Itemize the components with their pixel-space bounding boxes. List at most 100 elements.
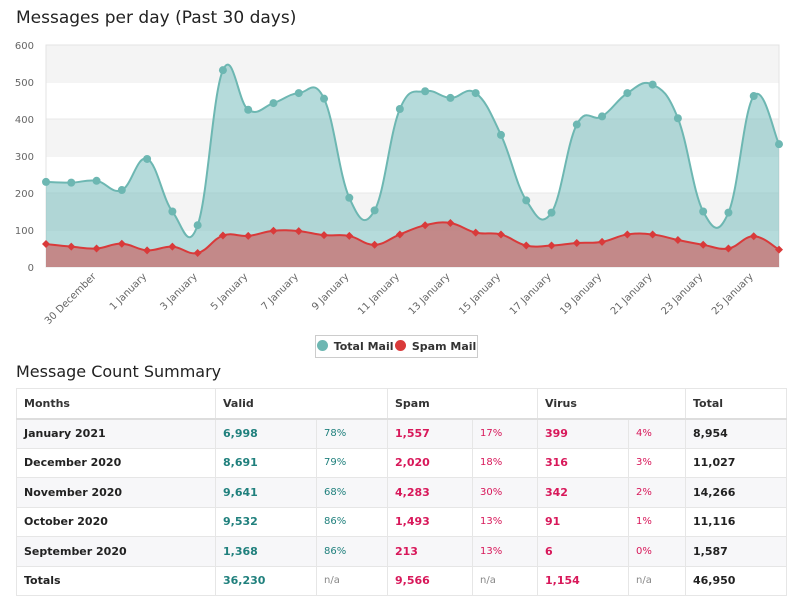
x-tick-label: 1 January [108,271,149,312]
total-count: 1,587 [685,536,787,567]
virus-percent: n/a [628,565,686,596]
virus-percent: 1% [628,506,686,537]
legend-spam-mail[interactable]: Spam Mail [394,340,476,353]
spam-mail-point [572,238,581,247]
spam-mail-point [193,248,202,257]
x-tick-label: 9 January [310,271,351,312]
spam-percent: 30% [472,477,538,508]
total-mail-point [623,89,632,98]
valid-count: 8,691 [215,447,317,478]
x-tick-label: 25 January [710,271,756,317]
x-tick-label: 17 January [508,271,554,317]
header-total: Total [685,388,787,420]
table-row: Totals 36,230 n/a 9,566 n/a 1,154 n/a 46,950 [16,565,787,596]
total-mail-point [547,208,556,217]
summary-title: Message Count Summary [16,362,222,381]
y-tick-label: 400 [15,115,34,126]
total-mail-point [724,208,733,217]
total-mail-dot-icon [316,340,328,351]
valid-percent: n/a [316,565,388,596]
total-mail-point [522,196,531,205]
grid-band [46,45,779,82]
spam-mail-point [547,241,556,250]
month-cell: January 2021 [16,418,216,449]
x-tick-label: 3 January [158,271,199,312]
spam-percent: 13% [472,536,538,567]
valid-percent: 86% [316,506,388,537]
spam-mail-point [598,237,607,246]
y-tick-label: 300 [15,152,34,163]
x-tick-label: 30 December [43,271,99,327]
legend-total-mail[interactable]: Total Mail [316,340,394,353]
total-count: 46,950 [685,565,787,596]
month-cell: October 2020 [16,506,216,537]
total-mail-point [67,178,76,187]
total-mail-point [421,87,430,96]
total-mail-point [648,80,657,89]
spam-mail-point [143,246,152,255]
total-mail-point [446,93,455,102]
spam-percent: 18% [472,447,538,478]
spam-mail-point [92,244,101,253]
spam-mail-point [699,240,708,249]
spam-count: 1,493 [387,506,473,537]
spam-mail-point [421,221,430,230]
virus-count: 399 [537,418,629,449]
total-mail-point [92,176,101,185]
month-cell: December 2020 [16,447,216,478]
spam-mail-point [648,230,657,239]
spam-mail-point [623,230,632,239]
y-tick-label: 100 [15,226,34,237]
total-mail-point [370,206,379,215]
virus-count: 6 [537,536,629,567]
total-mail-point [320,94,329,103]
total-mail-point [218,66,227,75]
total-mail-point [294,89,303,98]
virus-count: 342 [537,477,629,508]
spam-count: 213 [387,536,473,567]
spam-mail-point [522,241,531,250]
valid-count: 9,532 [215,506,317,537]
total-count: 11,116 [685,506,787,537]
total-mail-point [269,99,278,108]
spam-mail-point [724,244,733,253]
table-row: November 2020 9,641 68% 4,283 30% 342 2% 14,266 [16,477,787,508]
table-row: October 2020 9,532 86% 1,493 13% 91 1% 11,116 [16,506,787,537]
total-mail-point [193,221,202,230]
spam-mail-point [244,231,253,240]
valid-percent: 68% [316,477,388,508]
spam-count: 2,020 [387,447,473,478]
virus-percent: 4% [628,418,686,449]
valid-count: 6,998 [215,418,317,449]
valid-percent: 78% [316,418,388,449]
series-area-0 [46,64,779,268]
spam-mail-dot-icon [394,340,406,351]
x-tick-label: 15 January [457,271,503,317]
total-mail-point [244,105,253,114]
spam-mail-point [320,231,329,240]
virus-percent: 3% [628,447,686,478]
spam-mail-point [496,230,505,239]
table-row: January 2021 6,998 78% 1,557 17% 399 4% 8,954 [16,418,787,449]
x-tick-label: 7 January [260,271,301,312]
header-virus: Virus [537,388,686,420]
x-tick-label: 19 January [558,271,604,317]
spam-mail-point [775,245,783,254]
total-mail-point [345,193,354,202]
header-valid: Valid [215,388,388,420]
spam-mail-point [67,242,76,251]
header-months: Months [16,388,216,420]
virus-count: 1,154 [537,565,629,596]
y-tick-label: 600 [15,41,34,52]
series-line-0 [45,63,780,239]
spam-percent: 17% [472,418,538,449]
total-count: 11,027 [685,447,787,478]
spam-mail-point [673,235,682,244]
total-mail-point [117,186,126,195]
table-row: December 2020 8,691 79% 2,020 18% 316 3% 11,027 [16,447,787,478]
legend-label: Total Mail [333,340,394,353]
valid-percent: 86% [316,536,388,567]
y-tick-label: 500 [15,78,34,89]
virus-count: 91 [537,506,629,537]
total-count: 8,954 [685,418,787,449]
